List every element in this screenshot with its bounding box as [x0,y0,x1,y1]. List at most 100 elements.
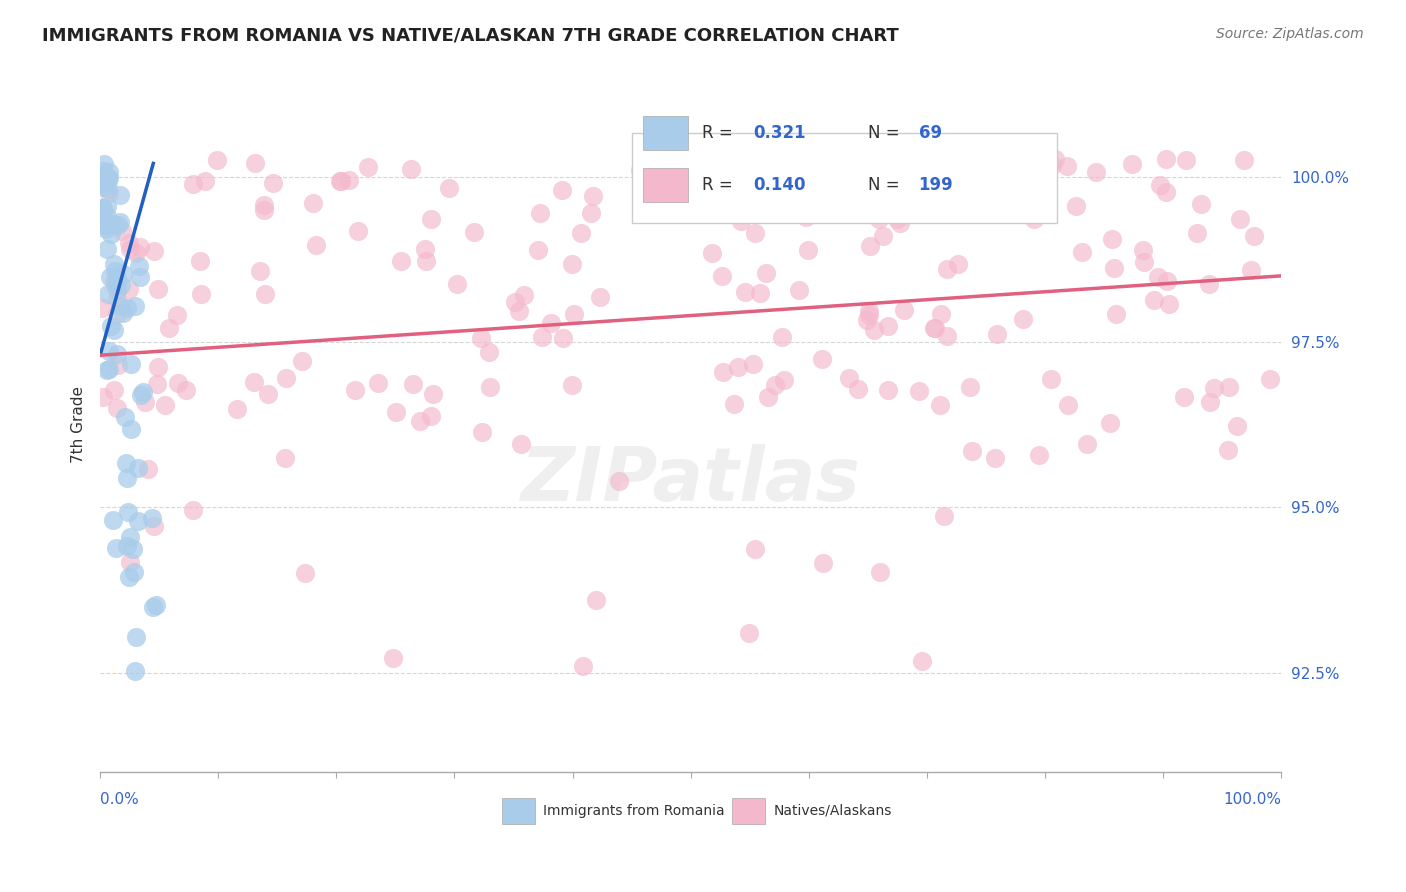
Point [90,202,112,216]
Point [979,159,1001,173]
Point [115,539,138,553]
Point [1156,274,1178,288]
Point [859,239,882,253]
Point [628,163,651,178]
Point [1102,260,1125,275]
Point [1243,229,1265,244]
Text: ZIPatlas: ZIPatlas [520,443,860,516]
Point [117,301,139,315]
Y-axis label: 7th Grade: 7th Grade [72,386,86,463]
Point [91,201,114,215]
Point [723,396,745,410]
Point [91,201,114,215]
Point [120,555,142,569]
Point [730,213,752,227]
Bar [502,797,534,824]
Point [101,513,124,527]
Point [924,321,946,335]
Point [893,303,915,318]
Point [1204,381,1226,395]
Point [96,363,118,377]
Point [863,323,886,337]
Point [811,162,834,177]
Point [183,178,205,192]
Point [959,380,981,394]
Point [1085,164,1108,178]
Point [274,451,297,466]
Point [90,169,112,183]
Point [343,384,366,398]
Text: Natives/Alaskans: Natives/Alaskans [773,804,891,818]
Point [100,318,122,333]
Point [1057,398,1080,412]
Point [1226,419,1249,434]
Bar [644,116,689,151]
Point [142,244,165,258]
Point [415,254,437,268]
Point [1056,159,1078,173]
Point [1132,254,1154,268]
Point [98,165,121,179]
Point [932,508,955,523]
Point [96,199,118,213]
Point [508,304,530,318]
Point [530,330,553,344]
Point [540,316,562,330]
Point [1174,153,1197,168]
Point [1024,212,1046,227]
Point [90,176,112,190]
Point [402,377,425,392]
Point [257,387,280,401]
Point [125,246,148,260]
Text: 199: 199 [918,176,953,194]
Point [105,283,128,297]
Point [103,384,125,398]
Point [115,471,138,485]
Point [128,270,150,285]
Point [94,218,117,232]
Point [347,224,370,238]
Point [1229,211,1251,226]
Point [607,474,630,488]
Point [97,171,120,186]
Point [1159,297,1181,311]
Point [253,202,276,217]
Point [419,212,441,227]
Point [1185,226,1208,240]
Point [253,198,276,212]
Point [96,242,118,256]
Point [1240,263,1263,277]
Point [166,308,188,322]
Point [399,162,422,177]
Text: 0.140: 0.140 [754,176,806,194]
Point [1173,390,1195,404]
Point [329,174,352,188]
Point [110,278,132,293]
Point [553,331,575,345]
Point [1099,416,1122,430]
Point [1121,157,1143,171]
Point [146,282,169,296]
Point [357,160,380,174]
Point [148,360,170,375]
Text: IMMIGRANTS FROM ROMANIA VS NATIVE/ALASKAN 7TH GRADE CORRELATION CHART: IMMIGRANTS FROM ROMANIA VS NATIVE/ALASKA… [42,27,898,45]
Bar [644,168,689,202]
Point [858,303,880,318]
Point [470,330,492,344]
Point [960,444,983,458]
Point [103,323,125,337]
Point [389,254,412,268]
Point [107,358,129,372]
Point [1146,269,1168,284]
Point [1039,372,1062,386]
Point [811,556,834,570]
Point [91,164,114,178]
Text: 100.0%: 100.0% [1223,792,1281,806]
Point [787,284,810,298]
FancyBboxPatch shape [631,133,1057,223]
Point [513,288,536,302]
Point [1149,178,1171,192]
Point [97,186,120,200]
Point [117,505,139,519]
Point [127,514,149,528]
